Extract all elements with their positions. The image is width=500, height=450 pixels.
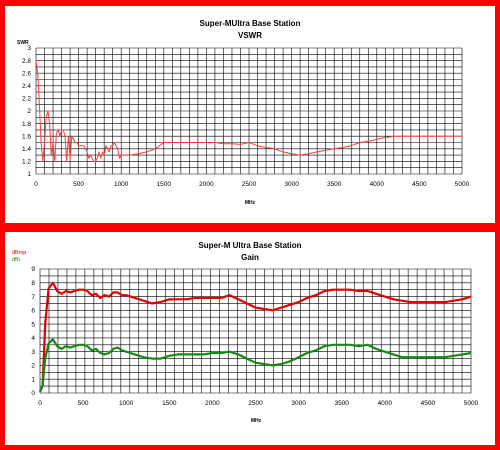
y-tick-label: 2.4 [22,83,31,90]
x-tick-label: 0 [38,400,42,407]
vswr-chart: Super-MUltra Base Station VSWR SWR MHz 0… [17,19,470,206]
x-tick-label: 4500 [421,400,436,407]
y-tick-label: 2 [31,363,35,370]
x-axis-label: MHz [245,200,256,206]
dbmp-series-line [39,281,472,393]
chart-subtitle: Gain [241,253,259,262]
y-tick-label: 0 [31,390,35,397]
gain-chart: Super-M Ultra Base Station Gain dBmp dBi… [12,241,479,424]
chart-title: Super-MUltra Base Station [200,19,301,28]
y-tick-label: 8 [31,280,35,287]
y-axis-label: SWR [17,40,29,46]
dbi-series-line [39,338,472,393]
x-tick-label: 4000 [378,400,393,407]
y-tick-label: 2.8 [22,58,31,65]
y-tick-label: 6 [31,308,35,315]
x-tick-label: 2500 [242,181,257,188]
x-tick-label: 1500 [162,400,177,407]
y-tick-label: 3 [27,45,31,52]
x-tick-label: 3500 [327,181,342,188]
x-tick-label: 1000 [119,400,134,407]
legend-dbi: dBi [12,257,20,263]
y-tick-label: 3 [31,349,35,356]
y-tick-label: 9 [31,266,35,273]
chart-grid [39,268,472,394]
x-tick-label: 1000 [114,181,129,188]
y-tick-label: 1.4 [22,146,31,153]
x-tick-label: 500 [73,181,84,188]
x-tick-label: 3500 [334,400,349,407]
vswr-chart-panel: Super-MUltra Base Station VSWR SWR MHz 0… [5,6,495,223]
legend-dbmp: dBmp [12,250,26,256]
x-tick-label: 0 [34,181,38,188]
x-tick-label: 5000 [455,181,470,188]
x-tick-label: 2000 [205,400,220,407]
x-tick-label: 500 [78,400,89,407]
x-tick-label: 3000 [284,181,299,188]
x-tick-label: 5000 [464,400,479,407]
vswr-series-line [35,60,462,162]
x-tick-label: 4000 [370,181,385,188]
x-tick-label: 2000 [199,181,214,188]
x-tick-label: 4500 [412,181,427,188]
y-tick-label: 2 [27,108,31,115]
x-tick-label: 2500 [248,400,263,407]
gain-chart-panel: Super-M Ultra Base Station Gain dBmp dBi… [5,232,495,445]
y-tick-label: 1.2 [22,159,31,166]
x-tick-label: 1500 [157,181,172,188]
y-tick-label: 2.2 [22,96,31,103]
x-tick-label: 3000 [291,400,306,407]
chart-title: Super-M Ultra Base Station [198,241,301,250]
y-tick-label: 1.6 [22,133,31,140]
chart-subtitle: VSWR [238,31,262,40]
y-tick-label: 7 [31,294,35,301]
y-tick-label: 1 [31,376,35,383]
x-axis-label: MHz [251,418,262,424]
y-tick-label: 5 [31,321,35,328]
y-tick-label: 1.8 [22,121,31,128]
y-tick-label: 4 [31,335,35,342]
y-tick-label: 2.6 [22,70,31,77]
y-tick-label: 1 [27,171,31,178]
